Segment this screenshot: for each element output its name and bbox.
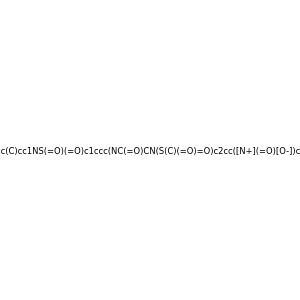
Text: COc1ccc(C)cc1NS(=O)(=O)c1ccc(NC(=O)CN(S(C)(=O)=O)c2cc([N+](=O)[O-])ccc2C)cc1: COc1ccc(C)cc1NS(=O)(=O)c1ccc(NC(=O)CN(S(… [0, 147, 300, 156]
